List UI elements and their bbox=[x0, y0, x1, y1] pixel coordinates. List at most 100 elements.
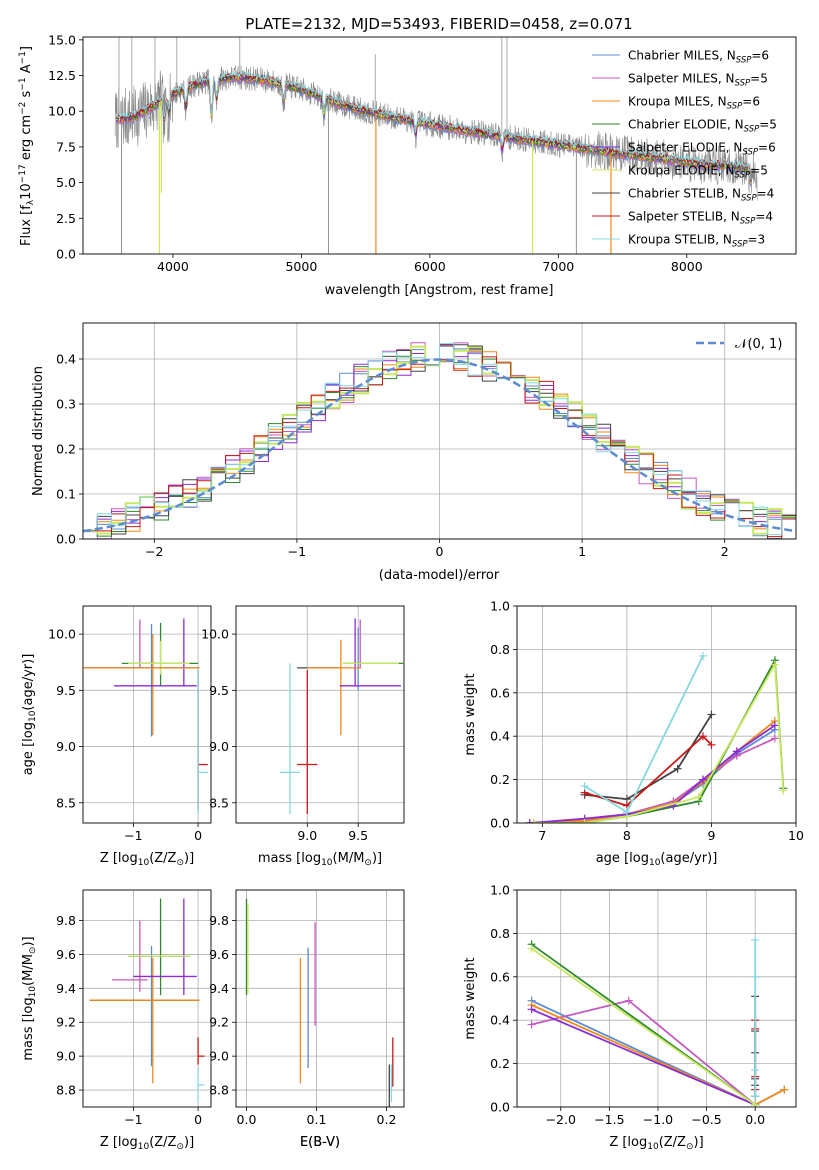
legend-entry: Chabrier ELODIE, NSSP=5 bbox=[628, 118, 777, 135]
axes-frame bbox=[82, 36, 797, 255]
age-vs-Z-axes: −1 08.59.09.510.0Z [log10(Z/Z⊙)]age [log1… bbox=[21, 605, 212, 868]
model-spectrum-kroupa-miles bbox=[115, 75, 752, 184]
y-tick-label: 9.5 bbox=[209, 683, 229, 698]
y-tick-label: 9.6 bbox=[209, 947, 229, 962]
data-point-marker bbox=[699, 732, 707, 741]
x-tick-label: 9.0 bbox=[297, 828, 317, 843]
data-point-marker bbox=[707, 710, 716, 719]
y-tick-label: 0.4 bbox=[490, 1013, 510, 1028]
y-tick-label: 9.6 bbox=[56, 947, 76, 962]
errorbar-point bbox=[197, 670, 208, 810]
x-tick-label: −1 bbox=[288, 544, 306, 559]
label-part: (age/yr)] bbox=[660, 851, 717, 866]
legend-n: =5 bbox=[750, 164, 768, 178]
label-part: 10 bbox=[19, 183, 34, 200]
y-tick-label: 12.5 bbox=[48, 68, 76, 83]
y-tick-label: 1.0 bbox=[490, 883, 510, 898]
y-tick-label: 0.3 bbox=[56, 397, 76, 412]
label-part: mass [log bbox=[21, 997, 36, 1060]
label-part: −1 bbox=[18, 77, 28, 90]
data-point-marker bbox=[529, 819, 538, 823]
axes-frame bbox=[235, 605, 405, 824]
legend-sub: SSP bbox=[732, 240, 748, 250]
y-tick-label: 0.1 bbox=[56, 487, 76, 502]
errorbar-point bbox=[297, 670, 318, 815]
x-tick-label: 0.1 bbox=[307, 1112, 327, 1127]
errorbar-point bbox=[339, 618, 401, 687]
data-point-marker bbox=[751, 1092, 760, 1101]
label-part: (age/yr)] bbox=[21, 654, 36, 711]
x-tick-label: −2 bbox=[145, 544, 163, 559]
legend-sub: SSP bbox=[736, 56, 752, 66]
legend-name: Salpeter ELODIE, N bbox=[628, 141, 742, 155]
x-axis-label: wavelength [Angstrom, rest frame] bbox=[325, 283, 554, 298]
label-part: mass [log bbox=[258, 851, 321, 866]
data-point-marker bbox=[622, 808, 631, 817]
mass-vs-Z-axes: −1 08.89.09.29.49.69.8Z [log10(Z/Z⊙)]mass… bbox=[21, 889, 212, 1152]
legend-entry: Kroupa MILES, NSSP=6 bbox=[628, 95, 760, 112]
label-part: Z [log bbox=[100, 851, 138, 866]
series-line-chabrier-elodie bbox=[533, 657, 785, 823]
y-tick-label: 10.0 bbox=[201, 627, 229, 642]
data-point-marker bbox=[707, 740, 716, 749]
legend-entry: 𝒩(0, 1) bbox=[735, 337, 782, 352]
data-point-marker bbox=[751, 1066, 760, 1075]
x-axis-label: (data-model)/error bbox=[379, 568, 500, 583]
data-point-marker bbox=[673, 764, 682, 773]
legend-entry: Chabrier STELIB, NSSP=4 bbox=[628, 187, 774, 204]
legend-n: =4 bbox=[757, 187, 775, 201]
errorbar-point bbox=[133, 898, 197, 996]
legend-n: =6 bbox=[751, 49, 769, 63]
axes-frame bbox=[82, 605, 212, 824]
x-tick-label: 0 bbox=[436, 544, 444, 559]
data-point-marker bbox=[527, 1005, 536, 1014]
label-part: Flux [f bbox=[19, 205, 34, 246]
legend-entry: Salpeter STELIB, NSSP=4 bbox=[628, 210, 773, 227]
x-axis-label: age [log10(age/yr)] bbox=[596, 851, 718, 868]
x-tick-label: 7 bbox=[538, 828, 546, 843]
x-axis-label: E(B-V) bbox=[300, 1135, 340, 1150]
x-tick-label: 0 bbox=[194, 1112, 202, 1127]
legend-name: Salpeter MILES, N bbox=[628, 72, 735, 86]
mass-weight-vs-age-plot-area bbox=[525, 651, 788, 823]
axes-frame bbox=[82, 322, 797, 540]
y-tick-label: 0.2 bbox=[490, 772, 510, 787]
legend-name: Chabrier STELIB, N bbox=[628, 187, 741, 201]
data-point-marker bbox=[624, 996, 633, 1005]
errorbar-point bbox=[197, 668, 208, 815]
label-part: ⊙ bbox=[686, 1142, 694, 1152]
label-part: )] bbox=[372, 851, 382, 866]
label-part: −17 bbox=[18, 164, 28, 183]
label-part: age [log bbox=[21, 722, 36, 775]
y-tick-label: 15.0 bbox=[48, 32, 76, 47]
x-tick-label: 8 bbox=[623, 828, 631, 843]
legend-sub: SSP bbox=[742, 148, 758, 158]
y-tick-label: 0.6 bbox=[490, 969, 510, 984]
legend-entry: Chabrier MILES, NSSP=6 bbox=[628, 49, 769, 66]
legend-name: Chabrier ELODIE, N bbox=[628, 118, 744, 132]
x-axis-label: E(B-V) bbox=[300, 1135, 340, 1150]
y-tick-label: 0.0 bbox=[56, 532, 76, 547]
x-tick-label: 4000 bbox=[157, 259, 189, 274]
legend-n: =6 bbox=[742, 95, 760, 109]
label-part: 10 bbox=[649, 858, 661, 868]
x-tick-label: −2.0 bbox=[546, 1112, 576, 1127]
age-vs-mass-axes: 9.0 9.5 8.5 9.0 9.5 10.0 mass [log10(M/M⊙)] bbox=[201, 605, 405, 868]
y-tick-label: 9.0 bbox=[209, 739, 229, 754]
errorbar-point bbox=[128, 640, 190, 675]
y-tick-label: 0.2 bbox=[490, 1056, 510, 1071]
label-part: (Z/Z bbox=[659, 1135, 686, 1150]
y-tick-label: 9.2 bbox=[209, 1015, 229, 1030]
x-axis-label: Z [log10(Z/Z⊙)] bbox=[100, 851, 194, 868]
axes-frame bbox=[516, 605, 797, 824]
data-point-marker bbox=[527, 944, 536, 953]
legend-sub: SSP bbox=[740, 217, 756, 227]
legend-n: =5 bbox=[759, 118, 777, 132]
residuals-plot-area bbox=[83, 342, 796, 539]
legend-name: Salpeter STELIB, N bbox=[628, 210, 740, 224]
mass-vs-ebv-axes: 0.0 0.1 0.2 8.8 9.0 9.2 9.4 9.6 9.8 E(B-V) bbox=[209, 889, 405, 1150]
legend-entry: Kroupa ELODIE, NSSP=5 bbox=[628, 164, 768, 181]
legend-name: Kroupa ELODIE, N bbox=[628, 164, 735, 178]
label-part: (Z/Z bbox=[149, 1135, 176, 1150]
